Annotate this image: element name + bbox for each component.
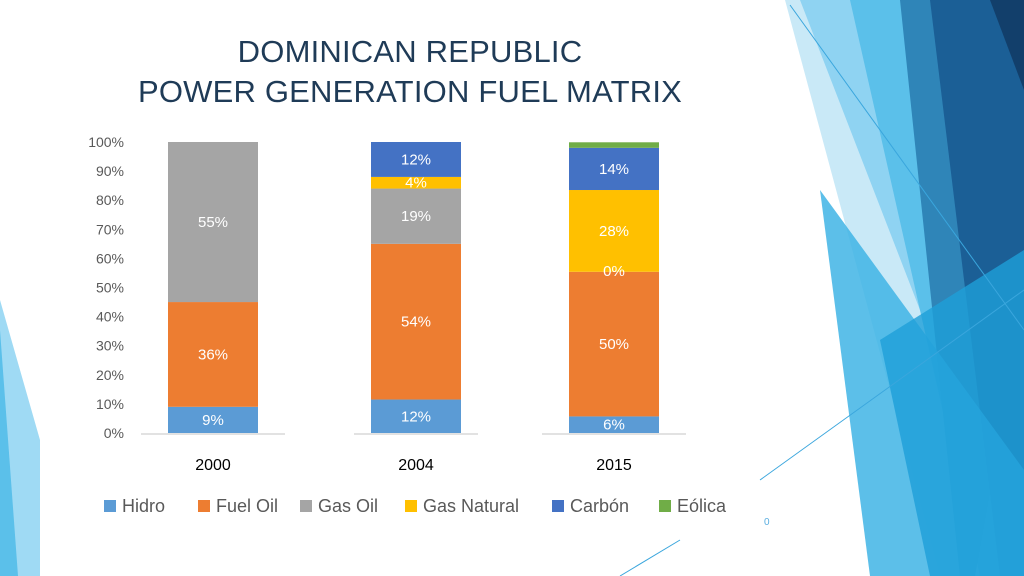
data-label: 4% (405, 175, 427, 192)
data-label: 12% (401, 151, 431, 168)
legend-swatch (300, 500, 312, 512)
bar-segment (371, 188, 461, 244)
title-line-1: DOMINICAN REPUBLIC (237, 34, 583, 69)
bar-segment (569, 271, 659, 417)
data-label: 54% (401, 314, 431, 331)
bar-segment (371, 399, 461, 433)
title-line-2: POWER GENERATION FUEL MATRIX (137, 74, 683, 109)
legend-swatch (659, 500, 671, 512)
y-tick-label: 60% (96, 250, 124, 266)
slide-title: DOMINICAN REPUBLIC POWER GENERATION FUEL… (60, 32, 760, 112)
data-label: 12% (401, 408, 431, 425)
annotation-label: 0% (603, 263, 625, 280)
data-label: 14% (599, 161, 629, 178)
data-label: 28% (599, 223, 629, 240)
y-tick-label: 70% (96, 221, 124, 237)
bar-segment (569, 190, 659, 272)
data-label: 6% (603, 417, 625, 434)
y-tick-label: 40% (96, 309, 124, 325)
y-tick-label: 30% (96, 338, 124, 354)
slide-number: 0 (764, 517, 770, 528)
x-category-label: 2015 (596, 457, 632, 474)
y-tick-label: 80% (96, 192, 124, 208)
data-label: 55% (198, 214, 228, 231)
data-label: 50% (599, 336, 629, 353)
bar-segment (168, 406, 258, 433)
legend-swatch (552, 500, 564, 512)
bar-segment (371, 142, 461, 177)
y-tick-label: 10% (96, 396, 124, 412)
x-category-label: 2000 (195, 457, 231, 474)
x-category-label: 2004 (398, 457, 434, 474)
legend-swatch (198, 500, 210, 512)
y-tick-label: 100% (88, 134, 124, 150)
y-tick-label: 90% (96, 163, 124, 179)
bar-segment (371, 176, 461, 189)
bar-segment (569, 147, 659, 191)
legend-label: Hidro (122, 496, 165, 516)
data-label: 19% (401, 208, 431, 225)
bar-segment (168, 302, 258, 407)
data-label: 9% (202, 412, 224, 429)
bar-segment (371, 243, 461, 400)
legend-label: Eólica (677, 496, 727, 516)
bar-segment (569, 142, 659, 148)
legend-label: Gas Natural (423, 496, 519, 516)
legend-label: Carbón (570, 496, 629, 516)
y-tick-label: 20% (96, 367, 124, 383)
y-tick-label: 50% (96, 280, 124, 296)
y-tick-label: 0% (104, 425, 124, 441)
bar-segment (569, 416, 659, 433)
legend-label: Fuel Oil (216, 496, 278, 516)
legend-label: Gas Oil (318, 496, 378, 516)
data-label: 36% (198, 346, 228, 363)
bar-segment (168, 142, 258, 303)
legend-swatch (104, 500, 116, 512)
legend-swatch (405, 500, 417, 512)
